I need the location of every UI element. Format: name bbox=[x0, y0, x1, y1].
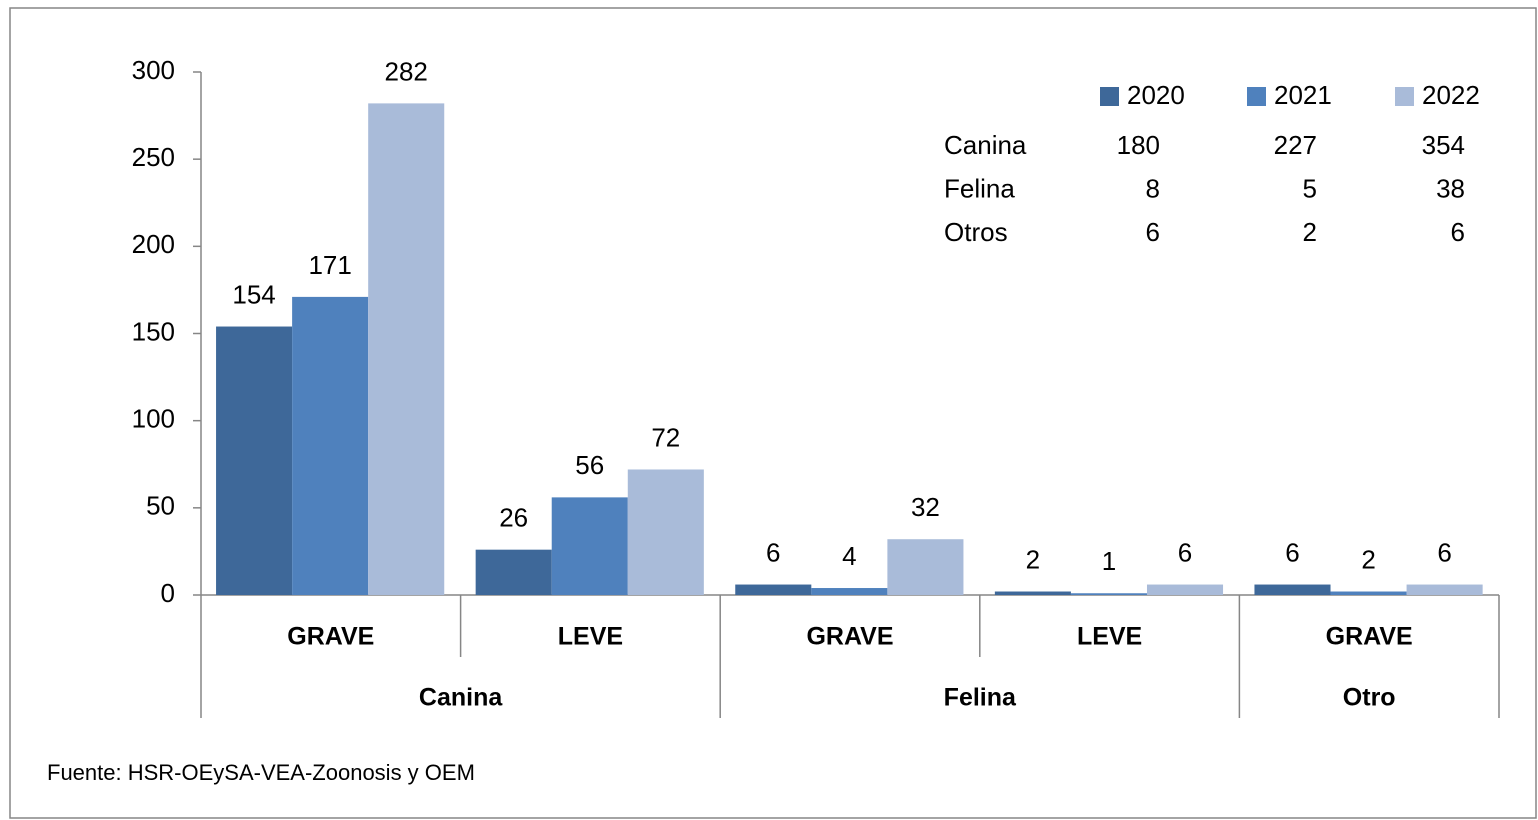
bar bbox=[1254, 584, 1331, 595]
y-tick-label: 200 bbox=[132, 229, 175, 259]
table-cell: 227 bbox=[1274, 130, 1317, 160]
x-tick-label: GRAVE bbox=[1326, 623, 1413, 651]
y-tick-label: 250 bbox=[132, 142, 175, 172]
y-tick-label: 300 bbox=[132, 55, 175, 85]
data-label: 171 bbox=[308, 250, 351, 280]
data-label: 2 bbox=[1026, 544, 1040, 574]
table-row-name: Canina bbox=[944, 130, 1027, 160]
group-label: Felina bbox=[944, 684, 1017, 712]
bar bbox=[1146, 584, 1224, 595]
bar bbox=[1406, 584, 1483, 595]
y-tick-label: 100 bbox=[132, 404, 175, 434]
table-cell: 8 bbox=[1146, 173, 1160, 203]
bar bbox=[1330, 591, 1407, 595]
data-label: 6 bbox=[1285, 537, 1299, 567]
data-label: 72 bbox=[651, 422, 680, 452]
y-tick-label: 0 bbox=[161, 578, 175, 608]
legend-swatch bbox=[1395, 87, 1414, 106]
data-label: 282 bbox=[385, 56, 428, 86]
y-tick-label: 50 bbox=[146, 491, 175, 521]
table-cell: 38 bbox=[1436, 173, 1465, 203]
table-cell: 6 bbox=[1146, 217, 1160, 247]
group-label: Otro bbox=[1343, 684, 1396, 712]
bar bbox=[551, 497, 628, 595]
table-cell: 6 bbox=[1451, 217, 1465, 247]
legend-label: 2022 bbox=[1422, 80, 1480, 110]
table-cell: 2 bbox=[1303, 217, 1317, 247]
source-note: Fuente: HSR-OEySA-VEA-Zoonosis y OEM bbox=[47, 760, 475, 785]
data-label: 4 bbox=[842, 541, 856, 571]
bar bbox=[627, 469, 704, 595]
legend-label: 2021 bbox=[1274, 80, 1332, 110]
x-tick-label: GRAVE bbox=[287, 623, 374, 651]
bar bbox=[216, 326, 293, 595]
legend-swatch bbox=[1100, 87, 1119, 106]
y-tick-label: 150 bbox=[132, 316, 175, 346]
bar bbox=[887, 539, 964, 595]
x-tick-label: LEVE bbox=[1077, 623, 1142, 651]
table-cell: 5 bbox=[1303, 173, 1317, 203]
data-label: 6 bbox=[1178, 537, 1192, 567]
table-cell: 180 bbox=[1117, 130, 1160, 160]
data-label: 6 bbox=[1437, 537, 1451, 567]
data-label: 2 bbox=[1361, 544, 1375, 574]
group-label: Canina bbox=[419, 684, 503, 712]
table-row-name: Felina bbox=[944, 173, 1015, 203]
data-label: 32 bbox=[911, 492, 940, 522]
x-tick-label: GRAVE bbox=[806, 623, 893, 651]
bar bbox=[368, 103, 445, 595]
table-cell: 354 bbox=[1422, 130, 1465, 160]
legend-label: 2020 bbox=[1127, 80, 1185, 110]
data-label: 6 bbox=[766, 537, 780, 567]
data-label: 26 bbox=[499, 503, 528, 533]
x-tick-label: LEVE bbox=[558, 623, 623, 651]
bar bbox=[1070, 593, 1147, 595]
data-label: 56 bbox=[575, 450, 604, 480]
bar bbox=[994, 591, 1071, 595]
data-label: 154 bbox=[232, 279, 275, 309]
data-label: 1 bbox=[1102, 546, 1116, 576]
table-row-name: Otros bbox=[944, 217, 1008, 247]
bar bbox=[735, 584, 812, 595]
bar bbox=[475, 549, 552, 595]
bar bbox=[292, 296, 369, 595]
bar bbox=[811, 588, 888, 595]
legend-swatch bbox=[1247, 87, 1266, 106]
